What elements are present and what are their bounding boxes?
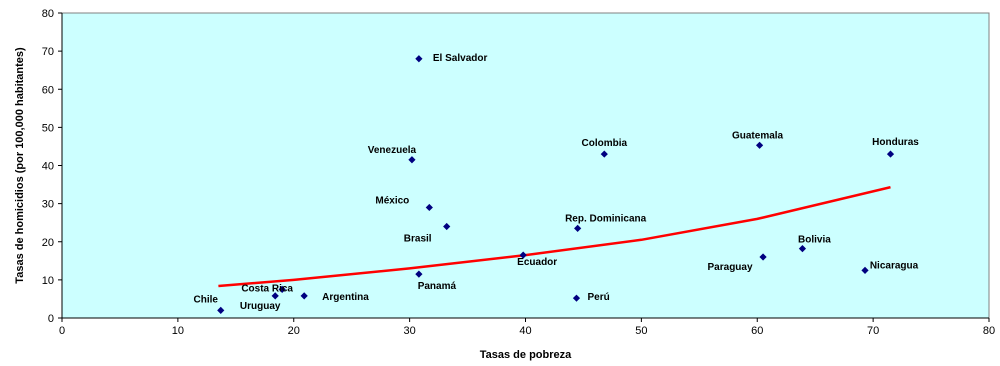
data-point [886,150,895,158]
data-point [415,270,423,278]
data-point [572,294,581,302]
data-point [425,203,433,212]
point-label: Chile [194,294,219,305]
x-tick-label: 60 [751,325,763,337]
data-points [217,55,895,314]
y-tick-label: 70 [42,46,54,58]
y-tick-label: 50 [42,122,54,134]
data-point [574,224,582,233]
y-axis-title: Tasas de homicidios (por 100,000 habitan… [14,47,26,284]
point-label: Colombia [582,138,628,149]
point-label: Honduras [872,137,919,148]
point-label: Argentina [322,292,369,303]
y-tick-label: 40 [42,161,54,173]
point-label: Uruguay [240,301,281,312]
data-point [415,55,423,63]
point-label: Venezuela [368,145,417,156]
data-point [300,292,308,300]
x-tick-label: 0 [59,325,65,337]
x-tick-label: 40 [519,325,531,337]
x-axis-title: Tasas de pobreza [480,349,572,361]
point-label: Nicaragua [870,260,919,271]
point-label: Panamá [418,281,457,292]
point-label: Bolivia [798,235,831,246]
data-point [798,245,807,253]
data-point [600,150,608,158]
axes: 0 10 20 30 40 50 60 70 80 0 10 20 30 40 50 60 70 80 [42,8,995,337]
x-tick-label: 30 [404,325,416,337]
y-tick-label: 60 [42,84,54,96]
point-label: Brasil [404,234,432,245]
y-tick-label: 0 [48,313,54,325]
y-tick-label: 80 [42,8,54,20]
point-label: Rep. Dominicana [565,213,647,224]
x-tick-label: 50 [635,325,647,337]
point-label: El Salvador [433,53,488,64]
point-label: Ecuador [517,257,557,268]
point-label: Guatemala [732,130,784,141]
point-label: Paraguay [708,262,753,273]
point-label: Perú [587,292,609,303]
data-point [408,156,416,164]
data-point [278,285,286,294]
plot-area [61,12,990,319]
point-label: Costa Rica [241,283,293,294]
x-tick-label: 10 [172,325,184,337]
x-tick-label: 20 [288,325,300,337]
y-tick-label: 20 [42,237,54,249]
data-point [271,292,279,300]
point-labels: El Salvador Venezuela México Brasil Colombia… [194,53,920,312]
x-tick-label: 70 [867,325,879,337]
point-label: México [375,195,409,206]
data-point [759,253,767,261]
y-tick-label: 10 [42,275,54,287]
data-point [443,222,451,231]
x-tick-label: 80 [983,325,995,337]
data-point [519,251,527,259]
data-point [861,266,869,274]
data-point [755,141,764,149]
data-point [217,306,225,314]
y-tick-label: 30 [42,199,54,211]
